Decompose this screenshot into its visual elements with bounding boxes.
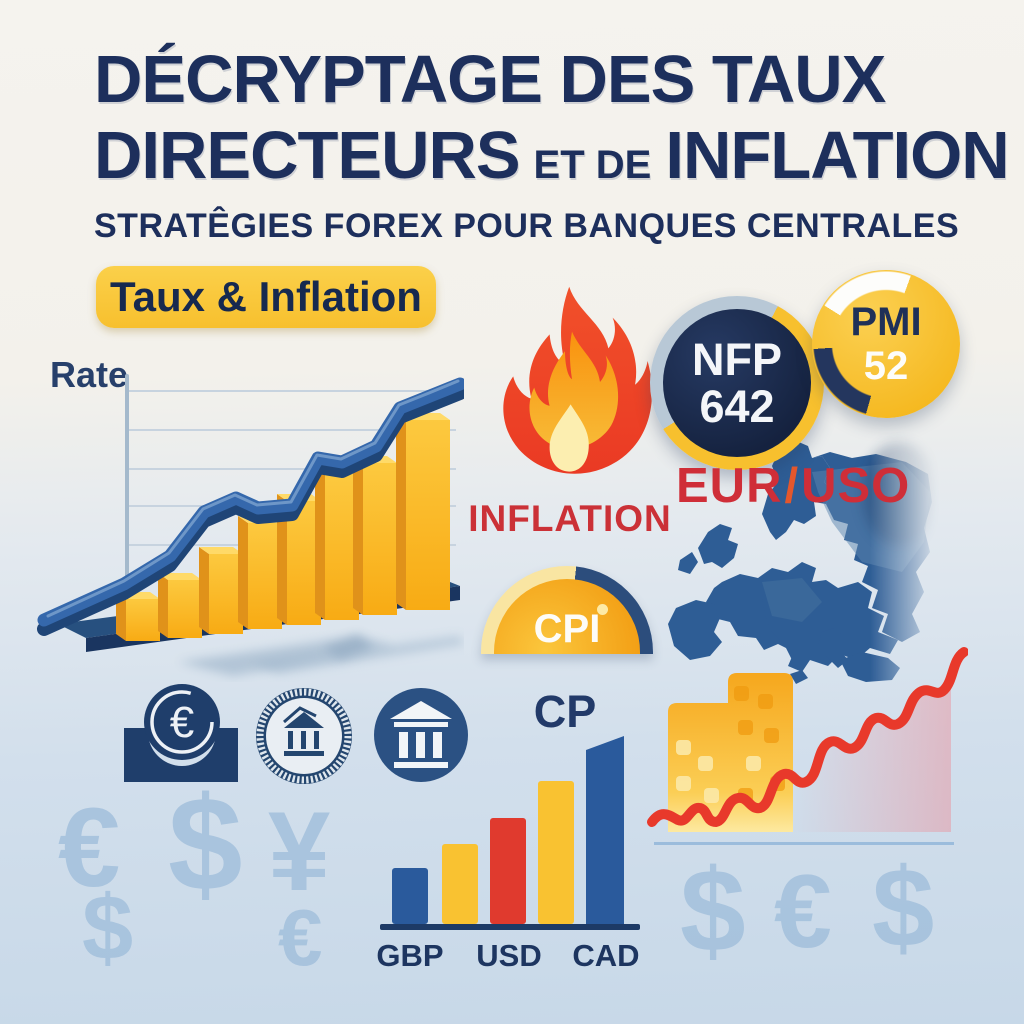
cpi-badge-label: CPI xyxy=(533,607,601,651)
rate-3d-chart xyxy=(37,374,464,676)
cpi-gauge-dot xyxy=(597,604,608,615)
pmi-badge-value: 52 xyxy=(863,344,909,388)
svg-text:€: € xyxy=(170,698,194,747)
bar-usd xyxy=(490,818,526,924)
faded-dollar-symbol-right-1: $ xyxy=(680,845,746,977)
bar-label-gbp: GBP xyxy=(376,938,443,973)
nfp-badge-label: NFP xyxy=(692,333,782,385)
bank-building-icon xyxy=(374,688,468,782)
rate-trend-ribbon xyxy=(37,377,464,636)
faded-yen-symbol-left: ¥ xyxy=(268,789,331,914)
bar-yellow-2 xyxy=(538,781,574,924)
pmi-badge-ring xyxy=(812,270,960,418)
bar-gbp xyxy=(392,868,428,924)
euro-coin-tray-icon: € xyxy=(124,684,238,782)
faded-euro-symbol-left: € xyxy=(58,785,121,910)
title-line2-directeurs: DIRECTEURS xyxy=(94,118,521,194)
title-line-2: DIRECTEURS ET DE INFLATION xyxy=(94,118,1010,194)
pair-separator: / xyxy=(784,459,800,513)
faded-dollar-symbol-left: $ xyxy=(168,770,243,919)
subtitle: STRATÊGIES FOREX POUR BANQUES CENTRALES xyxy=(94,206,960,245)
trend-line xyxy=(647,647,968,827)
rate-chart-bars xyxy=(116,413,450,641)
trend-chart-baseline xyxy=(654,842,954,845)
inflation-label: INFLATION xyxy=(468,498,672,539)
tag-badge: Taux & Inflation xyxy=(96,266,436,328)
nfp-badge: NFP 642 xyxy=(650,296,824,470)
tag-badge-label: Taux & Inflation xyxy=(110,273,422,320)
bar-label-cad: CAD xyxy=(572,938,639,973)
faded-dollar-symbol-right-2: $ xyxy=(872,845,935,970)
bar-cad xyxy=(586,736,624,924)
europe-map-shape xyxy=(668,440,938,684)
cp-label: CP xyxy=(533,686,597,737)
pair-base: EUR xyxy=(676,459,783,513)
trend-line-city-chart xyxy=(647,647,968,845)
rate-chart-shadow xyxy=(178,634,464,676)
title-block: DÉCRYPTAGE DES TAUX DIRECTEURS ET DE INF… xyxy=(94,42,1010,246)
city-blocks xyxy=(668,673,793,832)
title-line2-inflation: INFLATION xyxy=(665,118,1009,194)
central-bank-seal-icon xyxy=(256,688,352,784)
city-windows-light xyxy=(676,740,761,803)
currency-pair-label: EUR/USO xyxy=(676,458,910,514)
pmi-badge: PMI 52 xyxy=(812,270,960,418)
nfp-badge-inner: NFP 642 xyxy=(663,309,811,457)
faded-euro-symbol-right: € xyxy=(774,854,832,970)
pmi-badge-label: PMI xyxy=(850,300,922,344)
europe-map xyxy=(668,440,938,684)
pair-quote: USO xyxy=(801,459,911,513)
faded-euro-symbol-left-small: € xyxy=(278,893,323,982)
bar-yellow-1 xyxy=(442,844,478,924)
pmi-badge-inner: PMI 52 xyxy=(812,270,960,418)
currency-bar-chart: GBP USD CAD xyxy=(376,736,640,973)
flame-icon xyxy=(503,286,653,474)
cpi-gauge: CPI xyxy=(481,566,653,666)
bar-label-usd: USD xyxy=(476,938,541,973)
nfp-badge-value: 642 xyxy=(699,381,775,432)
rate-axis-label: Rate xyxy=(50,354,129,395)
bar-chart-baseline xyxy=(380,924,640,930)
faded-dollar-symbol-left-small: $ xyxy=(82,877,134,979)
title-line2-et-de: ET DE xyxy=(533,143,652,188)
title-line-1: DÉCRYPTAGE DES TAUX xyxy=(94,42,886,117)
